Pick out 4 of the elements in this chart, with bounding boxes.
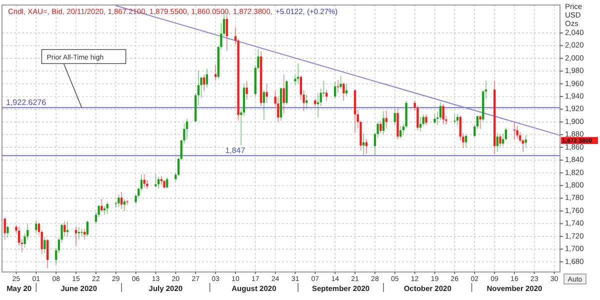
ref-line-label: 1,922.6276	[6, 98, 47, 108]
candlestick	[103, 205, 106, 216]
candlestick	[160, 176, 162, 186]
ref-line-label: 1,847	[225, 146, 246, 156]
